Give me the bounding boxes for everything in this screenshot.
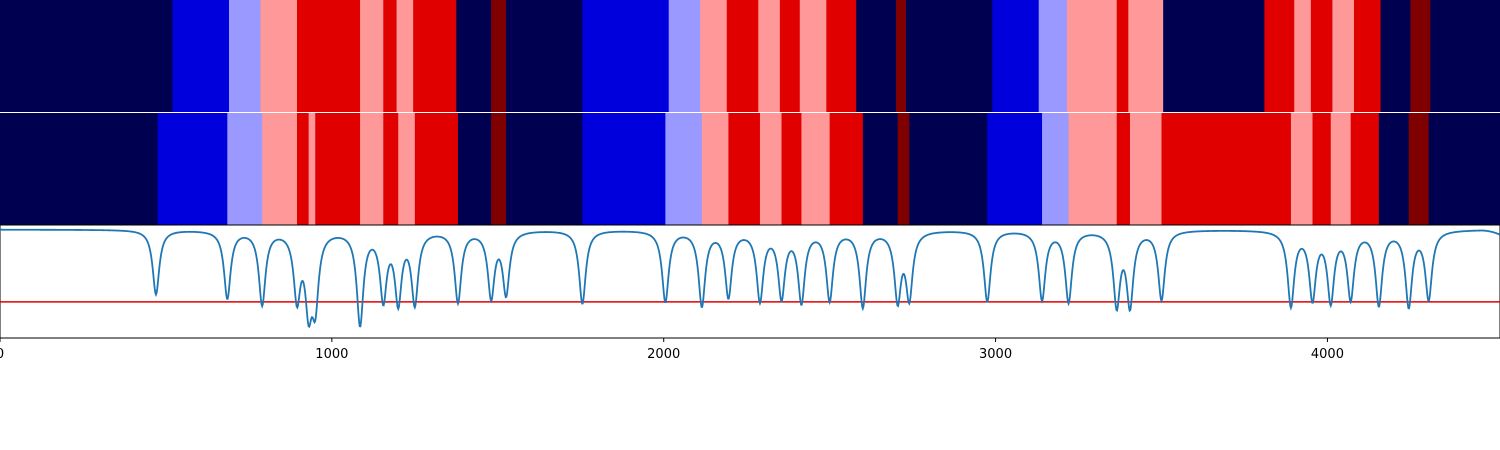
- state-segment: [799, 0, 827, 112]
- state-segment: [1428, 113, 1500, 225]
- state-segment: [726, 0, 759, 112]
- state-segment: [700, 0, 728, 112]
- state-segment: [781, 113, 802, 225]
- signal-panel: [0, 224, 1500, 339]
- state-segment: [260, 0, 298, 112]
- state-segment: [779, 0, 801, 112]
- state-segment: [1353, 0, 1382, 112]
- state-segment: [987, 113, 1043, 225]
- x-tick-label: 0: [0, 347, 4, 362]
- state-segment: [1330, 113, 1352, 225]
- state-segment: [1378, 113, 1410, 225]
- state-segment: [897, 113, 910, 225]
- state-segment: [0, 113, 159, 225]
- state-segment: [413, 0, 457, 112]
- state-segment: [1408, 113, 1430, 225]
- state-segment: [582, 113, 666, 225]
- state-segment: [360, 113, 384, 225]
- state-segment: [1128, 0, 1164, 112]
- state-segment: [506, 113, 583, 225]
- state-segment: [1116, 0, 1129, 112]
- state-segment: [396, 0, 414, 112]
- signal-line: [0, 228, 1500, 329]
- state-segment: [157, 113, 228, 225]
- state-segment: [758, 0, 781, 112]
- state-segment: [668, 0, 701, 112]
- state-segment: [759, 113, 783, 225]
- state-segment: [1410, 0, 1431, 112]
- state-segment: [896, 0, 907, 112]
- state-segment: [701, 113, 729, 225]
- state-segment: [856, 0, 897, 112]
- state-segment: [582, 0, 670, 112]
- x-tick-label: 2000: [647, 347, 680, 362]
- state-track-bottom: [0, 113, 1500, 225]
- x-tick-label: 4000: [1311, 347, 1344, 362]
- state-segment: [262, 113, 298, 225]
- x-tick-label: 3000: [979, 347, 1012, 362]
- state-segment: [1332, 0, 1355, 112]
- state-segment: [1294, 0, 1312, 112]
- state-segment: [829, 113, 864, 225]
- state-segment: [227, 113, 263, 225]
- state-segment: [491, 0, 507, 112]
- state-segment: [1068, 113, 1118, 225]
- state-segment: [992, 0, 1040, 112]
- state-segment: [826, 0, 857, 112]
- state-segment: [491, 113, 507, 225]
- state-segment: [456, 0, 492, 112]
- state-segment: [308, 113, 316, 225]
- state-segment: [1116, 113, 1131, 225]
- state-segment: [297, 0, 361, 112]
- state-segment: [1430, 0, 1500, 112]
- state-segment: [1264, 0, 1295, 112]
- state-segment: [905, 0, 993, 112]
- state-segment: [862, 113, 899, 225]
- state-segment: [172, 0, 230, 112]
- state-segment: [1163, 0, 1265, 112]
- state-segment: [728, 113, 761, 225]
- state-segment: [1350, 113, 1380, 225]
- state-segment: [457, 113, 492, 225]
- state-segment: [1380, 0, 1411, 112]
- state-segment: [1042, 113, 1070, 225]
- state-segment: [1161, 113, 1292, 225]
- state-segment: [909, 113, 988, 225]
- state-segment: [398, 113, 416, 225]
- state-segment: [506, 0, 583, 112]
- state-segment: [360, 0, 384, 112]
- state-segment: [1290, 113, 1313, 225]
- state-segment: [383, 113, 399, 225]
- state-segment: [1066, 0, 1118, 112]
- state-segment: [1312, 113, 1332, 225]
- state-segment: [1038, 0, 1068, 112]
- state-segment: [297, 113, 310, 225]
- state-segment: [1129, 113, 1163, 225]
- state-track-top: [0, 0, 1500, 112]
- state-segment: [665, 113, 703, 225]
- x-tick-label: 1000: [315, 347, 348, 362]
- x-axis: 0 1000 2000 3000 4000: [0, 338, 1344, 362]
- state-segment: [315, 113, 361, 225]
- state-segment: [228, 0, 262, 112]
- state-segment: [383, 0, 398, 112]
- state-segment: [1310, 0, 1333, 112]
- state-segment: [414, 113, 459, 225]
- state-segment: [0, 0, 174, 112]
- state-segment: [801, 113, 831, 225]
